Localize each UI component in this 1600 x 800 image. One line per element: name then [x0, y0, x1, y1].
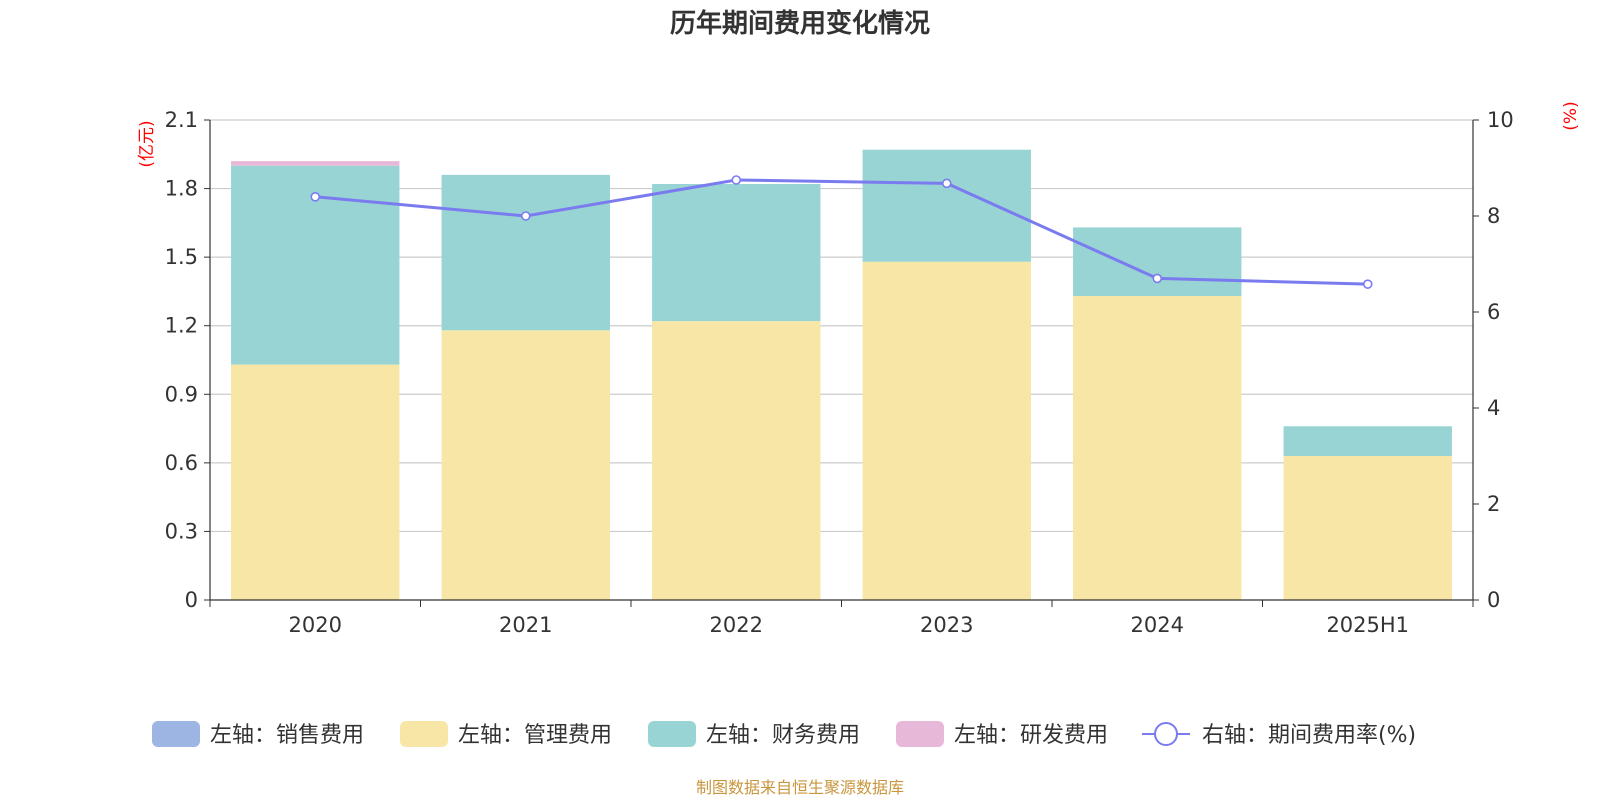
x-axis-tick-label: 2022: [710, 613, 763, 637]
legend-swatch-0: [152, 721, 200, 747]
rate-point-2025H1: [1362, 279, 1373, 289]
left-axis-tick-label: 1.5: [165, 245, 198, 269]
right-axis-tick-label: 0: [1487, 588, 1500, 612]
right-axis-tick-label: 10: [1487, 108, 1514, 132]
bar-2022-series-2: [652, 184, 821, 322]
rate-point-2020: [310, 192, 321, 202]
bar-2020-series-3: [231, 161, 400, 166]
left-axis-unit: (亿元): [137, 120, 157, 167]
bar-2025H1-series-2: [1283, 426, 1452, 456]
right-axis-tick-label: 8: [1487, 204, 1500, 228]
bar-2022-series-1: [652, 321, 821, 600]
x-axis-tick-label: 2023: [920, 613, 973, 637]
rate-line-path: [315, 178, 1368, 286]
left-axis-tick-label: 1.8: [165, 177, 198, 201]
left-axis-tick-label: 1.2: [165, 314, 198, 338]
bar-2024-series-1: [1073, 296, 1242, 600]
rate-point-2024: [1152, 273, 1163, 284]
x-axis-tick-label: 2025H1: [1326, 613, 1409, 637]
legend-label-0: 左轴：销售费用: [210, 723, 364, 748]
bar-2021-series-1: [441, 330, 610, 600]
legend: 左轴：销售费用 左轴：管理费用 左轴：财务费用 左轴：研发费用 右轴：期间费用率(%): [152, 721, 1416, 748]
axes: 0 0.3 0.6 0.9 1.2 1.5 1.8 2.1 0 2 4 6 8 10 2020 2021 202…: [165, 108, 1514, 637]
left-axis-tick-label: 0.6: [165, 451, 198, 475]
rate-point-2023: [941, 178, 952, 189]
legend-swatch-3: [896, 721, 944, 747]
legend-label-3: 左轴：研发费用: [954, 723, 1108, 748]
chart-title: 历年期间费用变化情况: [670, 8, 930, 39]
bar-2021-series-2: [441, 174, 610, 331]
left-axis-tick-label: 0: [185, 588, 198, 612]
legend-swatch-2: [648, 721, 696, 747]
right-axis-tick-label: 2: [1487, 492, 1500, 516]
bar-2024-series-2: [1073, 227, 1242, 296]
bar-2025H1-series-1: [1283, 456, 1452, 600]
bars: [231, 149, 1452, 600]
right-axis-tick-label: 6: [1487, 300, 1500, 324]
x-axis-tick-label: 2024: [1131, 613, 1184, 637]
bar-2023-series-2: [862, 149, 1031, 262]
legend-swatch-marker: [1154, 722, 1178, 746]
grid-lines: [210, 119, 1473, 533]
rate-line: [310, 175, 1373, 289]
rate-point-2021: [520, 211, 531, 221]
bar-2020-series-1: [231, 364, 400, 600]
left-axis-tick-label: 2.1: [165, 108, 198, 132]
right-axis-unit: (%): [1561, 101, 1581, 130]
legend-label-2: 左轴：财务费用: [706, 723, 860, 748]
left-axis-tick-label: 0.9: [165, 382, 198, 406]
source-note: 制图数据来自恒生聚源数据库: [696, 778, 904, 797]
legend-label-4: 右轴：期间费用率(%): [1202, 723, 1416, 748]
legend-swatch-1: [400, 721, 448, 747]
legend-label-1: 左轴：管理费用: [458, 723, 612, 748]
x-axis-tick-label: 2020: [289, 613, 342, 637]
x-axis-tick-label: 2021: [499, 613, 552, 637]
rate-point-2022: [731, 175, 742, 185]
bar-2023-series-1: [862, 261, 1031, 600]
right-axis-tick-label: 4: [1487, 396, 1500, 420]
left-axis-tick-label: 0.3: [165, 519, 198, 543]
